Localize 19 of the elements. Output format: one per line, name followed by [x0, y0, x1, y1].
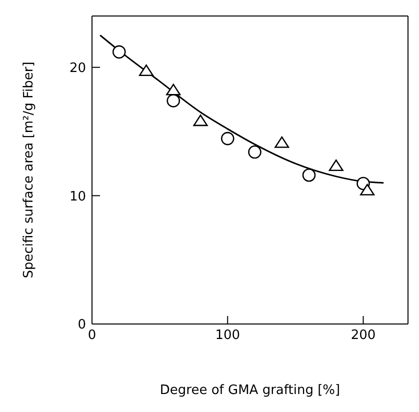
y-tick-label: 0: [78, 318, 86, 333]
point: [360, 184, 375, 196]
point: [274, 136, 290, 148]
y-tick-label: 10: [69, 189, 86, 204]
x-tick-label: 100: [215, 328, 240, 344]
point: [248, 145, 262, 159]
point: [302, 168, 316, 182]
y-axis-title: Specific surface area [m²/g Fiber]: [22, 62, 37, 278]
x-axis-title: Degree of GMA grafting [%]: [160, 383, 340, 398]
point: [139, 64, 154, 76]
x-tick-label: 0: [88, 328, 96, 344]
point: [220, 132, 234, 146]
x-tick-label: 200: [350, 328, 376, 344]
point: [328, 160, 344, 171]
point: [193, 114, 208, 126]
point: [166, 94, 180, 108]
point: [112, 45, 126, 59]
point: [166, 84, 181, 96]
y-tick-label: 20: [69, 60, 86, 76]
